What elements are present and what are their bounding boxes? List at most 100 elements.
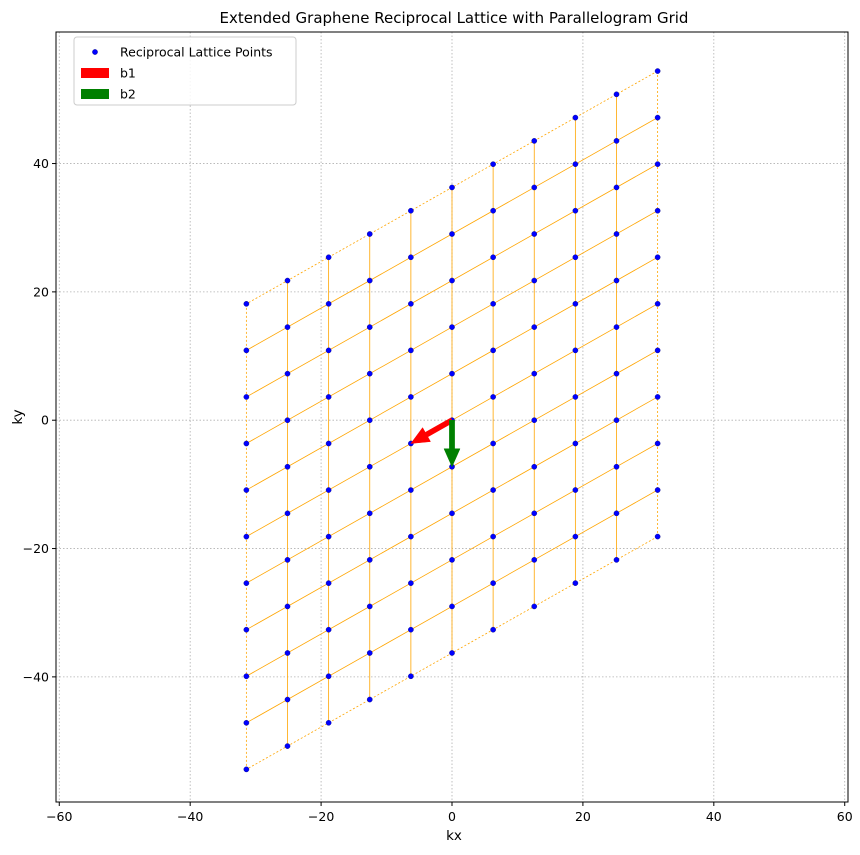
lattice-point <box>366 650 373 656</box>
lattice-point <box>366 510 373 517</box>
lattice-point <box>366 603 373 610</box>
y-tick-label: −40 <box>23 669 49 684</box>
x-tick-label: 0 <box>448 809 456 824</box>
lattice-point <box>366 463 373 470</box>
lattice-point <box>408 207 414 214</box>
lattice-point <box>366 557 373 563</box>
lattice-point <box>449 231 455 237</box>
lattice-point <box>531 463 538 470</box>
lattice-point <box>243 301 250 307</box>
lattice-point <box>531 277 538 284</box>
lattice-point <box>572 533 579 540</box>
lattice-point <box>284 743 291 749</box>
b1-arrow <box>410 417 454 444</box>
y-tick-label: −20 <box>23 541 49 556</box>
x-tick-label: −40 <box>177 809 203 824</box>
lattice-point <box>325 580 332 586</box>
lattice-point <box>490 440 496 447</box>
lattice-point <box>531 557 538 563</box>
chart-title: Extended Graphene Reciprocal Lattice wit… <box>220 9 689 27</box>
lattice-point <box>325 301 332 307</box>
lattice-point <box>490 207 496 214</box>
lattice-point <box>531 138 538 144</box>
lattice-point <box>243 720 250 726</box>
lattice-point <box>325 720 332 726</box>
lattice-point <box>613 231 620 237</box>
lattice-point <box>284 557 291 563</box>
lattice-point <box>449 557 455 563</box>
lattice-point <box>325 254 332 261</box>
lattice-point <box>531 417 538 424</box>
lattice-point <box>572 394 579 400</box>
lattice-point <box>613 510 620 517</box>
lattice-point <box>654 254 661 261</box>
lattice-point <box>654 394 661 400</box>
axes: −60 −40 −20 0 20 40 60 −40 −20 0 20 40 <box>23 31 853 824</box>
lattice-point <box>243 394 250 400</box>
lattice-point <box>654 487 661 493</box>
lattice-point <box>408 301 414 307</box>
lattice-point <box>490 394 496 400</box>
lattice-point <box>366 324 373 330</box>
lattice-point <box>449 370 455 377</box>
lattice-point <box>531 231 538 237</box>
lattice-point <box>408 487 414 493</box>
lattice-point <box>284 277 291 284</box>
lattice-point <box>572 161 579 167</box>
lattice-point <box>284 463 291 470</box>
lattice-point <box>572 207 579 214</box>
lattice-point <box>654 301 661 307</box>
lattice-point <box>408 626 414 633</box>
y-tick-label: 20 <box>33 284 49 299</box>
lattice-point <box>613 184 620 191</box>
lattice-point <box>449 277 455 284</box>
lattice-point <box>325 626 332 633</box>
lattice-point <box>366 277 373 284</box>
lattice-point <box>366 417 373 424</box>
lattice-point <box>408 394 414 400</box>
lattice-point <box>572 301 579 307</box>
lattice-point <box>490 580 496 586</box>
lattice-point <box>449 650 455 656</box>
lattice-point <box>572 580 579 586</box>
lattice-point <box>325 394 332 400</box>
lattice-point <box>613 91 620 98</box>
lattice-point <box>490 301 496 307</box>
lattice-point <box>531 184 538 191</box>
lattice-point <box>654 161 661 167</box>
lattice-point <box>654 440 661 447</box>
lattice-point <box>243 766 250 773</box>
lattice-point <box>613 417 620 423</box>
lattice-point <box>408 533 414 540</box>
lattice-point <box>408 580 414 586</box>
lattice-point <box>613 324 620 330</box>
lattice-point <box>325 487 332 493</box>
lattice-point <box>531 510 538 517</box>
lattice-point <box>572 254 579 261</box>
lattice-point <box>325 533 332 540</box>
lattice-point <box>613 557 620 563</box>
legend-box <box>73 36 297 106</box>
y-tick-label: 40 <box>33 156 49 171</box>
lattice-point <box>449 510 455 517</box>
lattice-point <box>243 440 250 447</box>
lattice-point <box>613 370 620 377</box>
lattice-point <box>284 417 291 424</box>
lattice-point <box>654 207 661 214</box>
legend-marker-points <box>92 49 98 55</box>
lattice-point <box>490 161 496 167</box>
lattice-point <box>490 347 496 354</box>
legend-swatch-b1 <box>81 68 109 78</box>
legend: Reciprocal Lattice Points b1 b2 <box>73 36 297 106</box>
x-tick-label: 60 <box>837 809 853 824</box>
lattice-point <box>325 673 332 680</box>
lattice-point <box>572 440 579 447</box>
legend-swatch-b2 <box>81 89 109 99</box>
legend-label: b1 <box>120 66 136 81</box>
lattice-point <box>654 533 661 540</box>
lattice-point <box>613 277 620 284</box>
x-tick-label: −20 <box>308 809 334 824</box>
lattice-point <box>654 347 661 354</box>
lattice-point <box>449 324 455 330</box>
x-tick-label: 40 <box>706 809 722 824</box>
